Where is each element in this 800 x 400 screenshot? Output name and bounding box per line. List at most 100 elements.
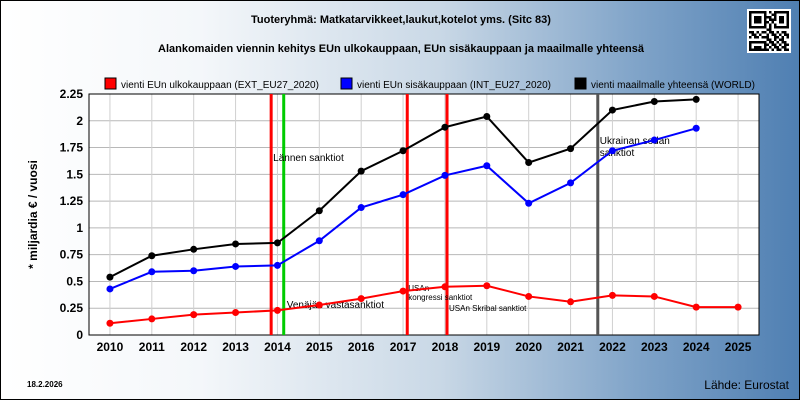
qr-module — [749, 16, 752, 19]
qr-module — [781, 16, 784, 19]
qr-module — [754, 48, 757, 51]
data-point — [525, 199, 533, 207]
x-tick-label: 2018 — [432, 340, 459, 354]
y-tick-label: 2 — [76, 114, 83, 128]
data-point — [483, 162, 491, 170]
legend-label: vienti EUn ulkokauppaan (EXT_EU27_2020) — [121, 80, 319, 91]
data-point — [232, 240, 240, 248]
data-point — [232, 309, 240, 317]
qr-module — [786, 26, 789, 29]
chart-subtitle: Alankomaiden viennin kehitys EUn ulkokau… — [158, 43, 645, 55]
y-tick-label: 2.25 — [60, 87, 84, 101]
qr-module — [776, 48, 779, 51]
qr-module — [776, 46, 779, 49]
qr-module — [786, 21, 789, 24]
plot-area — [89, 94, 759, 335]
data-point — [441, 123, 449, 131]
qr-module — [764, 43, 767, 46]
qr-module — [754, 46, 757, 49]
x-tick-label: 2011 — [139, 340, 165, 354]
qr-module — [784, 11, 787, 14]
legend-swatch — [340, 77, 353, 90]
data-point — [315, 207, 323, 215]
x-tick-label: 2014 — [264, 340, 291, 354]
qr-module — [769, 31, 772, 34]
x-tick-label: 2010 — [97, 340, 124, 354]
qr-module — [784, 26, 787, 29]
qr-module — [759, 48, 762, 51]
qr-module — [786, 23, 789, 26]
qr-module — [756, 41, 759, 44]
qr-module — [754, 41, 757, 44]
qr-module — [766, 38, 769, 41]
qr-module — [781, 26, 784, 29]
qr-module — [781, 18, 784, 21]
qr-module — [771, 31, 774, 34]
source-label: Lähde: Eurostat — [704, 378, 789, 392]
x-tick-label: 2023 — [641, 340, 668, 354]
qr-module — [764, 18, 767, 21]
qr-module — [786, 43, 789, 46]
qr-module — [756, 31, 759, 34]
qr-module — [759, 11, 762, 14]
data-point — [190, 311, 198, 319]
y-tick-label: 1.25 — [60, 194, 84, 208]
qr-module — [784, 33, 787, 36]
qr-module — [779, 16, 782, 19]
data-point — [357, 295, 365, 303]
data-point — [608, 147, 616, 155]
qr-module — [786, 48, 789, 51]
data-point — [734, 303, 742, 311]
qr-module — [779, 18, 782, 21]
qr-module — [786, 36, 789, 39]
qr-module — [764, 48, 767, 51]
y-axis-label: * miljardia € / vuosi — [26, 160, 40, 269]
qr-module — [786, 13, 789, 16]
qr-module — [779, 38, 782, 41]
qr-module — [751, 48, 754, 51]
qr-module — [771, 41, 774, 44]
qr-module — [751, 33, 754, 36]
y-tick-label: 0.25 — [60, 301, 84, 315]
qr-module — [769, 16, 772, 19]
data-point — [106, 285, 114, 293]
qr-module — [766, 33, 769, 36]
data-point — [567, 145, 575, 153]
qr-module — [764, 46, 767, 49]
qr-module — [771, 13, 774, 16]
qr-module — [786, 16, 789, 19]
legend-item: vienti EUn sisäkauppaan (INT_EU27_2020) — [340, 77, 551, 91]
qr-module — [766, 21, 769, 24]
qr-module — [784, 48, 787, 51]
qr-module — [771, 18, 774, 21]
qr-module — [781, 21, 784, 24]
data-point — [148, 268, 156, 276]
qr-module — [774, 11, 777, 14]
qr-module — [751, 41, 754, 44]
qr-module — [764, 13, 767, 16]
data-point — [399, 147, 407, 155]
qr-module — [756, 26, 759, 29]
qr-module — [749, 31, 752, 34]
qr-module — [781, 11, 784, 14]
qr-module — [761, 11, 764, 14]
qr-module — [749, 46, 752, 49]
qr-module — [759, 41, 762, 44]
footer-date: 18.2.2026 — [27, 380, 63, 389]
x-tick-label: 2013 — [222, 340, 249, 354]
qr-module — [764, 26, 767, 29]
data-point — [148, 252, 156, 260]
y-tick-label: 1.75 — [60, 141, 84, 155]
data-point — [692, 95, 700, 103]
data-point — [483, 112, 491, 120]
data-point — [608, 291, 616, 299]
y-tick-label: 0.5 — [66, 274, 83, 288]
qr-module — [771, 48, 774, 51]
qr-module — [754, 21, 757, 24]
qr-module — [764, 21, 767, 24]
qr-module — [784, 43, 787, 46]
data-point — [608, 106, 616, 114]
qr-module — [769, 38, 772, 41]
qr-module — [764, 11, 767, 14]
